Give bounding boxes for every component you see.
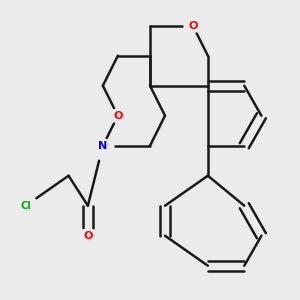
Text: Cl: Cl xyxy=(20,201,31,211)
Text: O: O xyxy=(113,111,122,121)
Text: N: N xyxy=(98,141,107,151)
Text: O: O xyxy=(83,231,92,241)
Text: O: O xyxy=(188,21,197,31)
